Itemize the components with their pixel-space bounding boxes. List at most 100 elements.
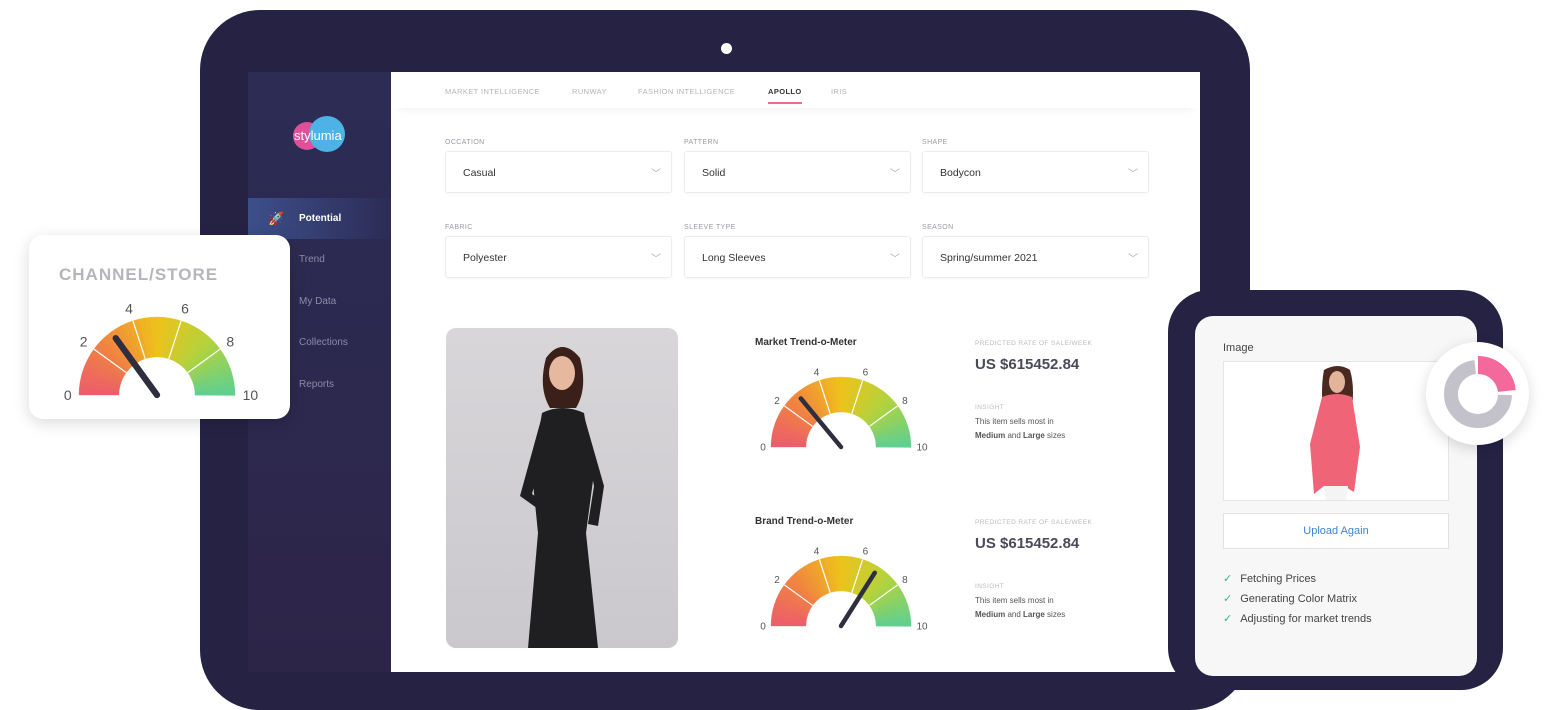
- brand-trend-gauge: 0 2 4 6 8 10: [760, 546, 928, 633]
- gauge-divider: [818, 559, 831, 593]
- upload-again-button[interactable]: Upload Again: [1223, 513, 1449, 549]
- camera: [721, 43, 732, 54]
- gauge-tick-label: 4: [814, 546, 820, 557]
- gauge-tick-label: 0: [760, 622, 766, 633]
- gauge-needle: [838, 570, 878, 629]
- fabric-select[interactable]: Polyester ﹀: [445, 236, 672, 278]
- sleeve-type-select[interactable]: Long Sleeves ﹀: [684, 236, 911, 278]
- check-icon: ✓: [1223, 593, 1233, 605]
- image-label: Image: [1223, 342, 1254, 354]
- gauge-divider: [784, 584, 814, 606]
- insight-label: INSIGHT: [975, 404, 1005, 411]
- tab-apollo[interactable]: APOLLO: [768, 87, 802, 104]
- gauge-divider: [784, 405, 814, 427]
- select-value: Solid: [702, 167, 726, 179]
- tab-market-intelligence[interactable]: MARKET INTELLIGENCE: [445, 87, 540, 96]
- uploaded-image: [1223, 361, 1449, 501]
- rocket-icon: 🚀: [268, 210, 285, 226]
- tab-runway[interactable]: RUNWAY: [572, 87, 607, 96]
- nav-label: Reports: [299, 379, 335, 390]
- gauge-divider: [868, 584, 898, 606]
- check-item: ✓ Generating Color Matrix: [1223, 593, 1357, 605]
- select-value: Polyester: [463, 252, 507, 264]
- donut-highlight: [1440, 356, 1516, 432]
- gauge-tick-label: 4: [814, 367, 820, 378]
- shape-label: SHAPE: [922, 139, 948, 146]
- gauge-tick-label: 8: [226, 334, 234, 350]
- sidebar-item-trend[interactable]: Trend: [248, 239, 391, 280]
- gauge-needle: [112, 335, 161, 399]
- gauge-tick-label: 8: [902, 575, 908, 586]
- chevron-down-icon: ﹀: [651, 169, 661, 180]
- donut-rest: [1444, 360, 1512, 428]
- gauge-tick-label: 6: [863, 367, 869, 378]
- tab-bar: MARKET INTELLIGENCE RUNWAY FASHION INTEL…: [391, 72, 1200, 108]
- channel-store-card: CHANNEL/STORE 0 2 4 6 8 10: [29, 235, 290, 419]
- sidebar-item-reports[interactable]: Reports: [248, 364, 391, 405]
- nav-label: Potential: [299, 213, 342, 224]
- channel-store-title: CHANNEL/STORE: [59, 265, 219, 284]
- gauge-tick-label: 10: [243, 387, 259, 403]
- gauge-tick-label: 2: [774, 575, 780, 586]
- shape-select[interactable]: Bodycon ﹀: [922, 151, 1149, 193]
- check-icon: ✓: [1223, 573, 1233, 585]
- gauge-segment: [194, 388, 236, 396]
- gauge-tick-label: 6: [181, 301, 189, 317]
- sidebar-item-collections[interactable]: Collections: [248, 322, 391, 363]
- gauge-divider: [187, 348, 221, 374]
- occasion-select[interactable]: Casual ﹀: [445, 151, 672, 193]
- product-photo: [446, 328, 678, 648]
- gauge-segment: [875, 620, 912, 627]
- app-screen: stylumia 🚀 Potential Trend My Data Collec…: [248, 72, 1200, 672]
- insight-label: INSIGHT: [975, 583, 1005, 590]
- gauge-tick-label: 2: [80, 334, 88, 350]
- gauge-divider: [818, 380, 831, 414]
- check-icon: ✓: [1223, 613, 1233, 625]
- gauge-segment: [875, 441, 912, 448]
- gauge-tick-label: 0: [760, 443, 766, 454]
- predicted-price: US $615452.84: [975, 356, 1080, 373]
- season-select[interactable]: Spring/summer 2021 ﹀: [922, 236, 1149, 278]
- insight-text: This item sells most in Medium and Large …: [975, 596, 1066, 619]
- chevron-down-icon: ﹀: [1128, 169, 1138, 180]
- channel-store-gauge: 0 2 4 6 8 10: [64, 301, 259, 403]
- sidebar-item-my-data[interactable]: My Data: [248, 281, 391, 322]
- chevron-down-icon: ﹀: [651, 254, 661, 265]
- gauge-tick-label: 6: [863, 546, 869, 557]
- predicted-label: PREDICTED RATE OF SALE/WEEK: [975, 519, 1093, 526]
- nav-label: Trend: [299, 254, 325, 265]
- gauge-tick-label: 2: [774, 396, 780, 407]
- gauge-tick-label: 10: [916, 443, 928, 454]
- predicted-label: PREDICTED RATE OF SALE/WEEK: [975, 340, 1093, 347]
- pattern-select[interactable]: Solid ﹀: [684, 151, 911, 193]
- gauge-divider: [851, 380, 864, 414]
- gauge-divider: [132, 320, 146, 360]
- brand-meter-title: Brand Trend-o-Meter: [755, 516, 854, 527]
- nav-label: My Data: [299, 296, 337, 307]
- model-pink-top: [1310, 366, 1360, 500]
- insight-text: This item sells most in Medium and Large …: [975, 417, 1066, 440]
- gauge-divider: [93, 348, 127, 374]
- tab-fashion-intelligence[interactable]: FASHION INTELLIGENCE: [638, 87, 736, 96]
- chevron-down-icon: ﹀: [890, 169, 900, 180]
- gauge-divider: [851, 559, 864, 593]
- tab-iris[interactable]: IRIS: [831, 87, 848, 96]
- select-value: Long Sleeves: [702, 252, 766, 264]
- model-silhouette: [520, 347, 604, 648]
- chevron-down-icon: ﹀: [890, 254, 900, 265]
- donut-badge: [1426, 342, 1529, 445]
- sleeve-type-label: SLEEVE TYPE: [684, 224, 736, 231]
- gauge-tick-label: 0: [64, 387, 72, 403]
- season-label: SEASON: [922, 224, 954, 231]
- gauge-tick-label: 4: [125, 301, 133, 317]
- gauge-needle: [798, 396, 844, 450]
- market-meter-title: Market Trend-o-Meter: [755, 337, 857, 348]
- fabric-label: FABRIC: [445, 224, 473, 231]
- chevron-down-icon: ﹀: [1128, 254, 1138, 265]
- occasion-label: OCCATION: [445, 139, 485, 146]
- sidebar-item-potential[interactable]: 🚀 Potential: [248, 198, 391, 239]
- check-item: ✓ Fetching Prices: [1223, 573, 1317, 585]
- gauge-divider: [168, 320, 182, 360]
- stylumia-logo: stylumia: [293, 116, 349, 156]
- market-trend-gauge: 0 2 4 6 8 10: [760, 367, 928, 454]
